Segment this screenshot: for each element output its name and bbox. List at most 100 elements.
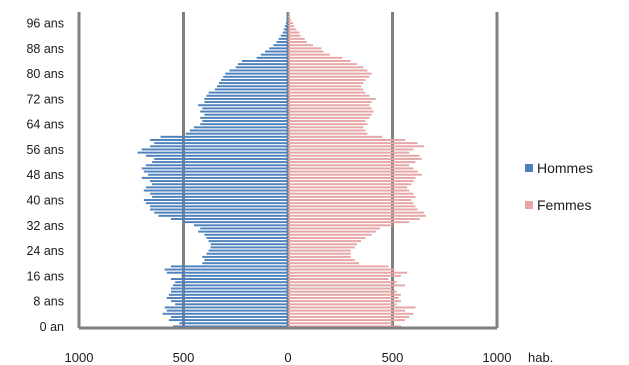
bar-femmes-age-93 [288,31,300,34]
bar-hommes-age-59 [150,139,288,141]
legend-swatch-femmes [525,201,533,209]
bar-hommes-age-58 [154,142,288,145]
bar-femmes-age-29 [288,233,372,236]
bar-hommes-age-26 [210,243,288,246]
bar-hommes-age-4 [162,312,288,315]
bar-hommes-age-14 [175,281,288,284]
bar-femmes-age-71 [288,101,372,104]
series-femmes-bars [288,12,426,328]
bar-femmes-age-95 [288,25,295,28]
bar-hommes-age-16 [181,274,288,277]
bar-hommes-age-51 [145,164,288,167]
bar-hommes-age-82 [235,66,288,69]
bar-hommes-age-87 [265,50,288,53]
bar-femmes-age-26 [288,243,357,246]
bar-hommes-age-77 [219,82,288,85]
bar-hommes-age-0 [173,325,288,328]
bar-femmes-age-91 [288,37,305,40]
bar-femmes-age-13 [288,284,406,287]
bar-femmes-age-58 [288,142,418,145]
bar-hommes-age-17 [166,271,288,274]
bar-hommes-age-34 [170,218,288,220]
bar-femmes-age-96 [288,22,294,25]
bar-femmes-age-43 [288,189,410,192]
bar-femmes-age-28 [288,236,366,239]
bar-femmes-age-16 [288,274,401,277]
bar-hommes-age-73 [206,94,288,97]
bar-femmes-age-63 [288,126,364,129]
bar-femmes-age-39 [288,202,414,205]
bar-hommes-age-95 [284,25,288,28]
bar-femmes-age-64 [288,123,368,126]
x-tick-label: 0 [284,350,291,365]
bar-femmes-age-23 [288,252,351,255]
bar-femmes-age-34 [288,218,420,220]
bar-femmes-age-35 [288,214,426,217]
bar-hommes-age-11 [170,290,288,293]
legend-label-hommes: Hommes [537,160,593,176]
bar-femmes-age-57 [288,145,424,148]
bar-hommes-age-2 [168,319,288,322]
bar-hommes-age-85 [256,56,288,59]
bar-hommes-age-37 [150,208,288,211]
bar-hommes-age-60 [160,135,288,138]
bar-femmes-age-2 [288,319,406,322]
legend: Hommes Femmes [525,160,593,213]
bar-hommes-age-10 [168,293,288,296]
x-axis-tick-labels: 1000 500 0 500 1000 [65,350,512,365]
y-tick-label: 24 ans [26,244,64,258]
bar-femmes-age-17 [288,271,408,274]
bar-femmes-age-79 [288,75,370,78]
bar-hommes-age-33 [183,221,288,224]
bar-femmes-age-69 [288,107,372,110]
bar-hommes-age-65 [202,120,288,122]
bar-femmes-age-84 [288,60,351,62]
bar-hommes-age-80 [225,72,288,75]
bar-femmes-age-53 [288,157,422,160]
bar-femmes-age-5 [288,309,406,312]
bar-hommes-age-68 [200,110,288,113]
bar-femmes-age-85 [288,56,343,59]
bar-hommes-age-66 [200,116,288,119]
bar-femmes-age-67 [288,113,372,116]
y-tick-label: 48 ans [26,168,64,182]
bar-femmes-age-72 [288,97,376,100]
bar-femmes-age-6 [288,306,416,309]
bar-femmes-age-37 [288,208,418,211]
bar-femmes-age-47 [288,176,416,179]
y-tick-label: 0 an [40,320,64,334]
bar-hommes-age-48 [147,173,288,176]
y-tick-label: 32 ans [26,219,64,233]
bar-hommes-age-28 [206,236,288,239]
bar-femmes-age-89 [288,44,314,47]
bar-femmes-age-40 [288,199,412,201]
bar-hommes-age-56 [141,148,288,151]
bar-hommes-age-24 [208,249,288,252]
bar-femmes-age-27 [288,240,362,243]
bar-hommes-age-23 [206,252,288,255]
bar-hommes-age-27 [208,240,288,243]
bar-hommes-age-97 [286,18,288,21]
bar-hommes-age-98 [287,15,288,18]
bar-femmes-age-44 [288,186,408,189]
x-tick-label: 500 [382,350,404,365]
bar-hommes-age-55 [137,151,288,154]
x-tick-label: 500 [173,350,195,365]
legend-label-femmes: Femmes [537,197,591,213]
bar-hommes-age-74 [208,91,288,94]
bar-femmes-age-59 [288,139,406,141]
bar-hommes-age-42 [150,192,288,195]
bar-hommes-age-70 [198,104,288,107]
bar-femmes-age-60 [288,135,383,138]
bar-hommes-age-30 [198,230,288,233]
bar-femmes-age-33 [288,221,410,224]
bar-hommes-age-83 [237,63,288,66]
bar-hommes-age-15 [170,278,288,280]
bar-femmes-age-41 [288,195,416,198]
x-axis-unit-label: hab. [528,350,553,365]
bar-hommes-age-40 [143,199,288,201]
bar-femmes-age-10 [288,293,401,296]
bar-hommes-age-8 [170,300,288,303]
bar-hommes-age-50 [141,167,288,170]
bar-femmes-age-66 [288,116,370,119]
